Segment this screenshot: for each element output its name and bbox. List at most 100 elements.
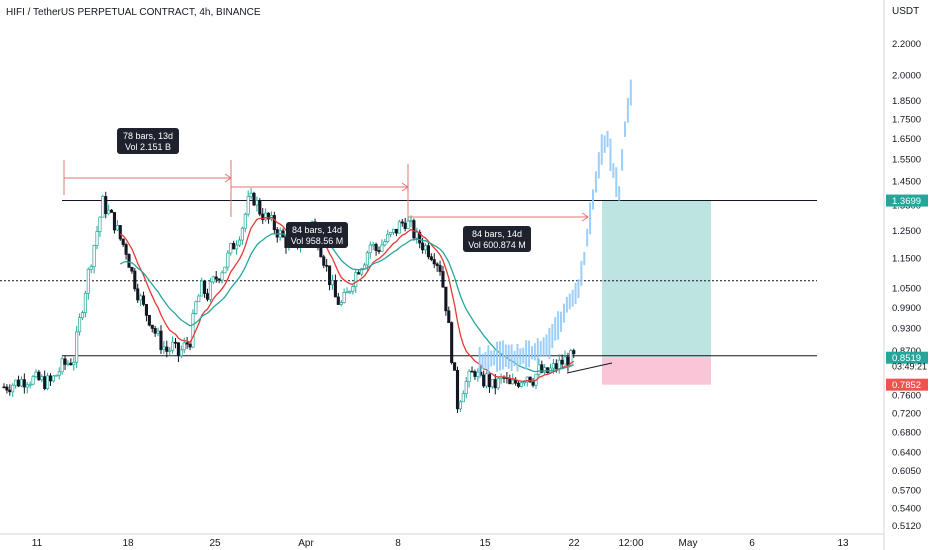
candle-body[interactable] [191, 313, 195, 348]
candle-body[interactable] [348, 290, 352, 293]
candle-body[interactable] [200, 280, 204, 297]
candle-body[interactable] [377, 250, 381, 252]
candle-body[interactable] [25, 384, 29, 388]
candle-body[interactable] [357, 272, 361, 275]
candle-body[interactable] [531, 381, 535, 386]
candle-body[interactable] [258, 200, 262, 215]
candle-body[interactable] [188, 343, 192, 348]
candle-body[interactable] [182, 342, 186, 351]
candle-body[interactable] [95, 231, 99, 246]
candle-body[interactable] [380, 244, 384, 252]
candle-body[interactable] [328, 265, 332, 286]
candle-body[interactable] [429, 256, 433, 260]
candle-body[interactable] [342, 292, 346, 303]
candle-body[interactable] [107, 209, 111, 214]
candle-body[interactable] [72, 361, 76, 366]
candle-body[interactable] [136, 288, 140, 301]
candle-body[interactable] [447, 310, 451, 323]
candle-body[interactable] [86, 268, 90, 294]
price-axis[interactable]: 2.2000 2.0000 1.8500 1.7500 1.6500 1.5500 1.45… [886, 39, 928, 532]
candle-body[interactable] [130, 267, 134, 272]
candle-body[interactable] [560, 359, 564, 365]
candle-body[interactable] [48, 375, 53, 382]
candle-body[interactable] [368, 244, 372, 254]
candle-body[interactable] [490, 379, 494, 388]
candle-body[interactable] [51, 375, 55, 382]
candle-body[interactable] [197, 295, 201, 303]
price-label-tag[interactable] [886, 378, 928, 391]
candle-body[interactable] [487, 373, 492, 388]
currency-label[interactable]: USDT [892, 6, 919, 17]
candle-body[interactable] [546, 367, 550, 373]
candle-body[interactable] [264, 212, 268, 221]
candle-body[interactable] [386, 233, 390, 243]
candle-body[interactable] [516, 382, 521, 387]
candle-body[interactable] [266, 212, 271, 220]
moving-average-slow[interactable] [119, 233, 575, 373]
candle-body[interactable] [249, 192, 253, 197]
candle-body[interactable] [525, 376, 529, 383]
candle-body[interactable] [141, 295, 146, 305]
candle-body[interactable] [455, 370, 460, 410]
candle-body[interactable] [208, 281, 212, 300]
candle-body[interactable] [389, 232, 393, 235]
candle-body[interactable] [205, 293, 210, 300]
candle-body[interactable] [467, 370, 471, 382]
candle-body[interactable] [121, 238, 125, 245]
candle-body[interactable] [14, 379, 18, 386]
candle-body[interactable] [540, 364, 544, 373]
candle-body[interactable] [168, 349, 172, 352]
candle-body[interactable] [528, 376, 532, 383]
candle-body[interactable] [252, 192, 256, 206]
candle-body[interactable] [360, 268, 364, 275]
candle-body[interactable] [83, 292, 87, 313]
candle-body[interactable] [214, 276, 218, 280]
candle-body[interactable] [243, 213, 247, 229]
candle-body[interactable] [453, 362, 457, 371]
candle-body[interactable] [371, 243, 375, 246]
long-stop-zone[interactable] [602, 357, 711, 385]
candle-body[interactable] [147, 315, 151, 326]
candle-body[interactable] [11, 384, 15, 393]
candle-body[interactable] [569, 350, 573, 366]
candle-body[interactable] [374, 243, 378, 251]
candle-body[interactable] [319, 246, 323, 258]
candle-body[interactable] [403, 222, 407, 229]
candle-body[interactable] [365, 252, 369, 266]
candle-body[interactable] [406, 220, 410, 229]
candle-body[interactable] [397, 221, 401, 234]
candle-body[interactable] [153, 328, 157, 334]
candle-body[interactable] [69, 362, 73, 366]
candle-body[interactable] [220, 272, 224, 281]
candle-body[interactable] [537, 364, 541, 375]
candle-body[interactable] [28, 383, 32, 386]
candle-body[interactable] [426, 245, 430, 258]
candle-body[interactable] [336, 296, 340, 305]
candle-body[interactable] [485, 373, 489, 387]
candle-body[interactable] [351, 286, 355, 292]
candle-body[interactable] [133, 270, 137, 290]
candle-body[interactable] [554, 363, 558, 370]
candle-body[interactable] [101, 196, 105, 218]
candle-body[interactable] [461, 393, 465, 403]
candle-body[interactable] [185, 342, 189, 345]
candle-body[interactable] [139, 295, 143, 301]
candle-body[interactable] [473, 371, 477, 377]
candle-body[interactable] [217, 278, 221, 281]
candle-body[interactable] [179, 349, 183, 356]
candle-body[interactable] [543, 367, 547, 373]
candle-body[interactable] [255, 200, 259, 206]
candle-body[interactable] [412, 220, 416, 239]
candle-body[interactable] [563, 356, 567, 365]
price-label-tag[interactable] [886, 351, 928, 364]
candle-body[interactable] [421, 242, 425, 251]
candle-body[interactable] [339, 302, 343, 305]
candle-body[interactable] [226, 252, 230, 268]
candle-body[interactable] [75, 331, 79, 363]
candle-body[interactable] [391, 228, 396, 233]
candle-body[interactable] [104, 196, 108, 214]
candle-body[interactable] [557, 359, 561, 370]
candle-body[interactable] [176, 342, 180, 356]
candle-body[interactable] [194, 301, 198, 314]
candle-body[interactable] [333, 280, 337, 298]
